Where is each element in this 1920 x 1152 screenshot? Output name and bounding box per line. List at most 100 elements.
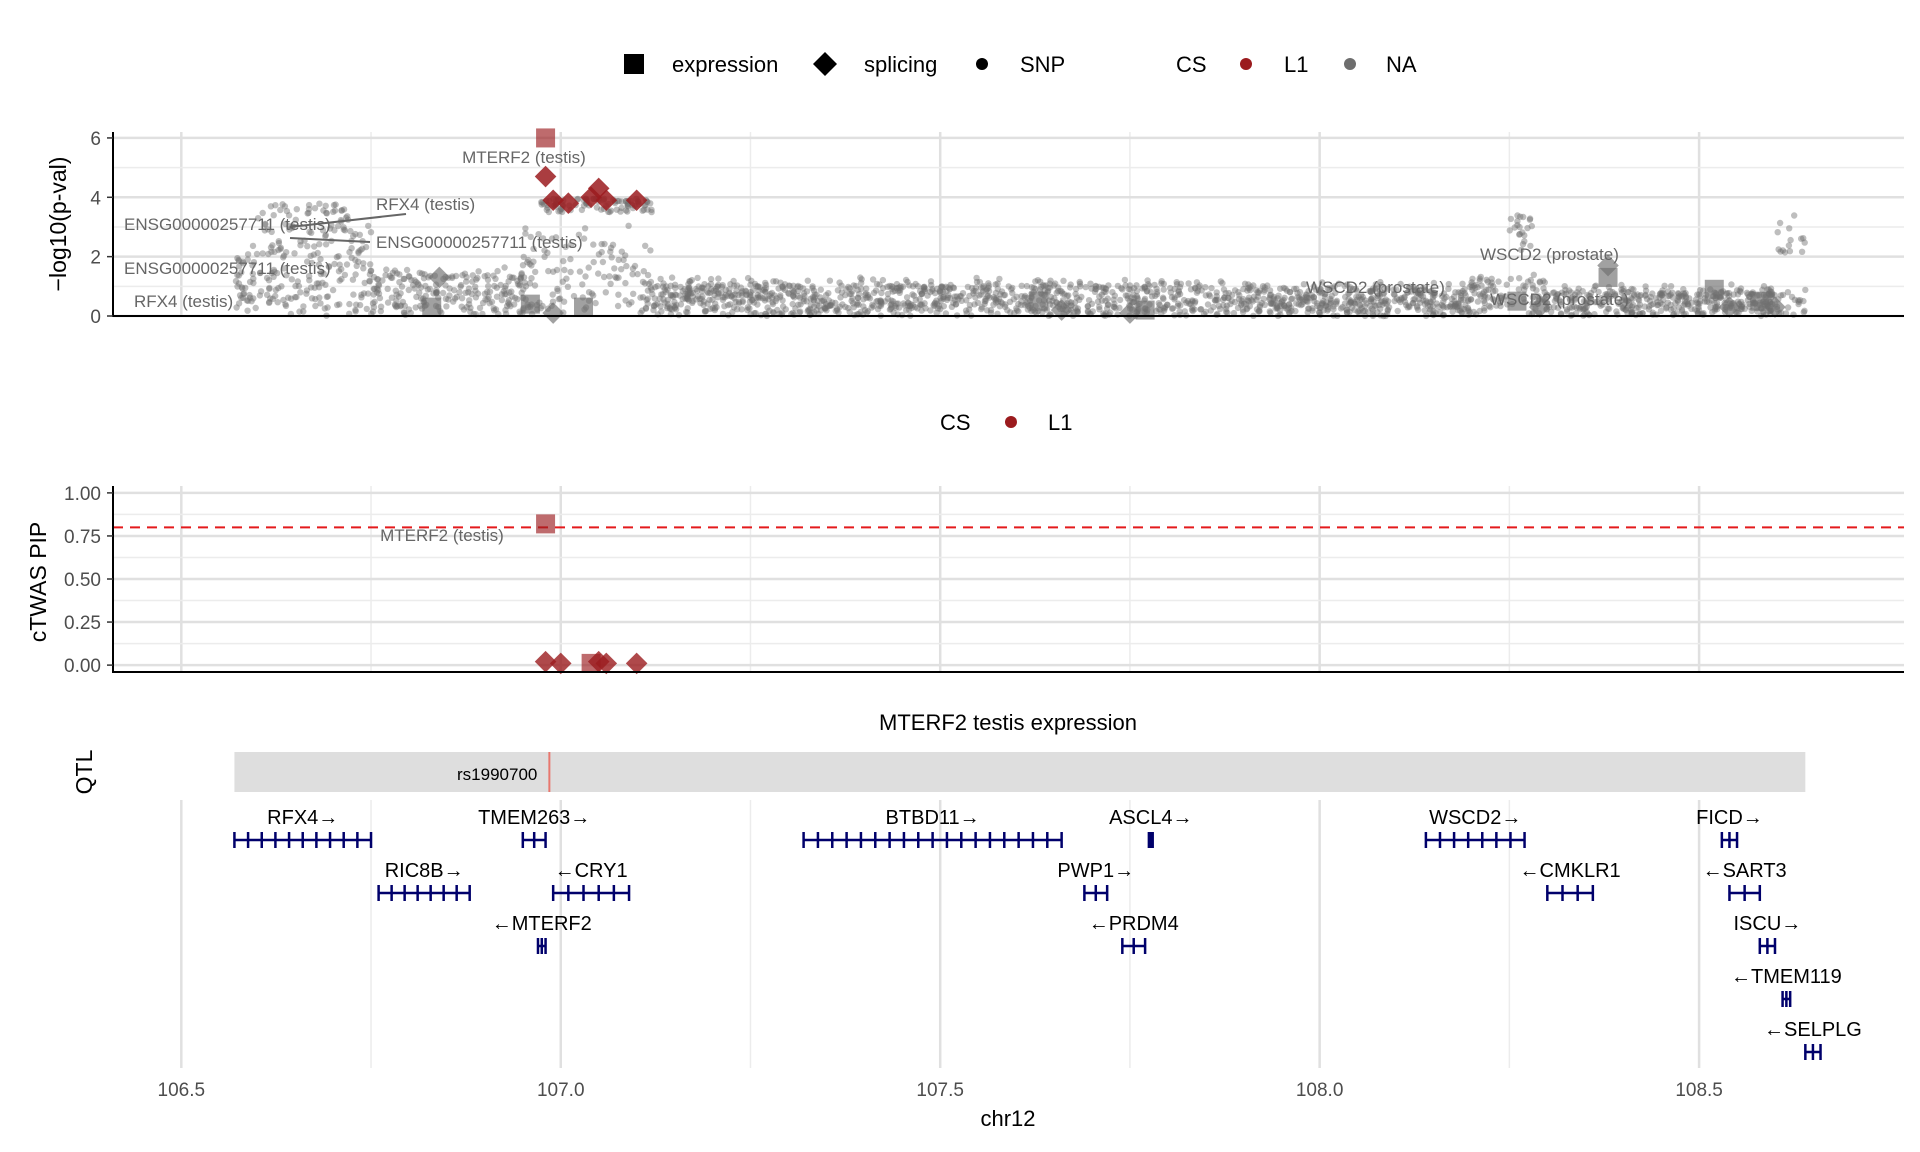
snp-point <box>1572 295 1579 302</box>
snp-point <box>411 277 418 284</box>
snp-point <box>1524 224 1531 232</box>
snp-point <box>370 304 378 311</box>
snp-point <box>980 284 987 291</box>
snp-point <box>769 309 777 316</box>
snp-point <box>1782 310 1790 317</box>
snp-point <box>261 220 269 228</box>
snp-point <box>858 279 865 287</box>
snp-point <box>1796 297 1804 304</box>
snp-point <box>293 206 300 213</box>
snp-point <box>233 304 240 311</box>
snp-point <box>857 308 864 316</box>
snp-point <box>306 228 313 236</box>
snp-point <box>305 205 313 213</box>
snp-point <box>323 209 330 216</box>
snp-point <box>1236 292 1243 299</box>
snp-point <box>1225 289 1233 297</box>
snp-point <box>777 279 784 286</box>
snp-point <box>1110 296 1117 303</box>
snp-point <box>1580 306 1587 313</box>
snp-point <box>1362 297 1369 304</box>
snp-point <box>598 240 605 248</box>
snp-point <box>1466 308 1473 316</box>
snp-point <box>683 292 690 299</box>
snp-point <box>280 296 287 304</box>
snp-point <box>472 294 480 301</box>
snp-point <box>1171 294 1178 301</box>
snp-point <box>1281 294 1288 301</box>
snp-point <box>615 197 622 205</box>
snp-point <box>253 250 261 258</box>
snp-point <box>1316 309 1323 316</box>
snp-point <box>1635 295 1642 303</box>
snp-point <box>374 275 381 283</box>
snp-point <box>305 201 313 209</box>
snp-point <box>1634 291 1641 298</box>
snp-point <box>744 306 751 314</box>
snp-point <box>417 284 425 291</box>
snp-point <box>1195 283 1202 291</box>
snp-point <box>248 298 255 305</box>
snp-point <box>459 272 466 279</box>
snp-point <box>1618 289 1626 296</box>
snp-point <box>1128 294 1135 301</box>
snp-point <box>1599 301 1606 308</box>
snp-point <box>1629 309 1636 316</box>
snp-point <box>1112 305 1119 312</box>
qtl-snp-label: rs1990700 <box>457 765 537 784</box>
snp-point <box>1381 285 1388 292</box>
snp-point <box>1591 283 1599 290</box>
snp-point <box>615 256 622 264</box>
snp-point <box>1420 287 1427 294</box>
snp-point <box>234 271 241 279</box>
snp-point <box>938 283 945 290</box>
snp-point <box>1359 293 1367 301</box>
snp-point <box>1708 297 1715 304</box>
snp-point <box>863 309 871 316</box>
snp-point <box>415 281 422 289</box>
snp-point <box>935 302 943 310</box>
snp-point <box>1677 292 1684 299</box>
snp-point <box>323 210 330 217</box>
snp-point <box>1202 284 1209 291</box>
snp-point <box>1417 292 1425 299</box>
snp-point <box>1281 302 1288 310</box>
snp-point <box>1664 288 1672 295</box>
snp-point <box>1410 299 1417 307</box>
snp-point <box>1049 297 1056 305</box>
snp-point <box>643 296 650 304</box>
snp-point <box>1292 307 1299 315</box>
snp-point <box>1583 303 1590 310</box>
snp-point <box>982 295 989 303</box>
snp-point <box>864 308 872 315</box>
snp-point <box>987 306 995 314</box>
snp-point <box>984 292 992 299</box>
snp-point <box>1085 297 1093 304</box>
snp-point <box>1801 239 1808 246</box>
snp-point <box>1525 310 1533 317</box>
snp-point <box>1477 273 1485 281</box>
snp-point <box>1317 304 1324 312</box>
snp-point <box>1476 291 1483 298</box>
gene-label: ←SART3 <box>1703 860 1787 882</box>
snp-point <box>1400 294 1408 301</box>
snp-point <box>800 290 808 297</box>
snp-point <box>668 274 676 281</box>
snp-point <box>1183 299 1190 306</box>
snp-point <box>398 283 406 290</box>
snp-point <box>1621 300 1629 307</box>
snp-point <box>1174 291 1182 298</box>
snp-point <box>931 300 938 307</box>
snp-point <box>811 294 818 301</box>
snp-point <box>313 280 321 287</box>
snp-point <box>249 270 256 277</box>
snp-point <box>1369 307 1377 314</box>
snp-point <box>985 284 992 291</box>
snp-point <box>1571 296 1579 303</box>
snp-point <box>371 285 378 293</box>
snp-point <box>1603 308 1610 315</box>
snp-point <box>785 289 792 297</box>
snp-point <box>1305 305 1313 312</box>
snp-point <box>887 301 894 309</box>
snp-point <box>1503 281 1511 288</box>
